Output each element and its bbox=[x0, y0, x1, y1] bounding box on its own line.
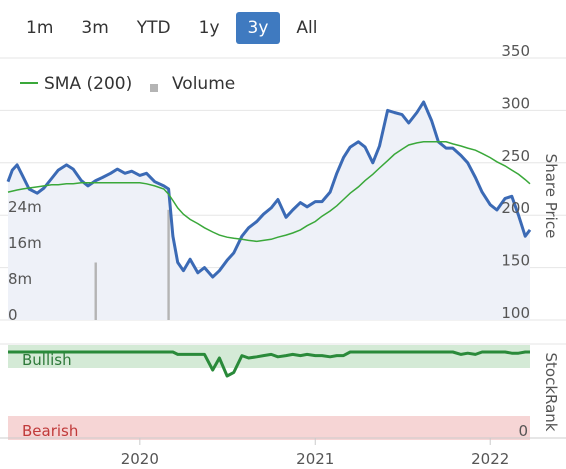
range-button-1y[interactable]: 1y bbox=[198, 18, 220, 38]
range-button-all[interactable]: All bbox=[296, 18, 318, 38]
volume-bars bbox=[94, 209, 170, 320]
bullish-label: Bullish bbox=[22, 351, 72, 369]
y-tick-label: 150 bbox=[501, 252, 530, 270]
y-axis-title: Share Price bbox=[542, 154, 560, 239]
volume-tick-label: 8m bbox=[8, 270, 32, 288]
y-tick-label: 200 bbox=[501, 199, 530, 217]
y-tick-label: 100 bbox=[501, 304, 530, 322]
volume-bar bbox=[167, 209, 170, 320]
volume-legend-swatch bbox=[150, 84, 158, 92]
volume-legend-label[interactable]: Volume bbox=[172, 74, 235, 94]
range-button-ytd[interactable]: YTD bbox=[136, 18, 171, 38]
y-tick-label: 300 bbox=[501, 94, 530, 112]
y-tick-label: 350 bbox=[501, 42, 530, 60]
bearish-label: Bearish bbox=[22, 422, 78, 440]
stockrank-zero-label: 0 bbox=[518, 422, 528, 440]
stockrank-axis-title: StockRank bbox=[542, 353, 560, 432]
stockrank-bands bbox=[8, 345, 530, 440]
range-selector: 1m 3m YTD 1y 3y All bbox=[14, 12, 334, 44]
sma-legend-label[interactable]: SMA (200) bbox=[44, 74, 132, 94]
x-tick-label: 2020 bbox=[121, 450, 159, 468]
range-button-1m[interactable]: 1m bbox=[26, 18, 54, 38]
bearish-band bbox=[8, 416, 530, 440]
range-button-3y[interactable]: 3y bbox=[235, 12, 281, 44]
volume-tick-label: 16m bbox=[8, 234, 42, 252]
x-tick-label: 2022 bbox=[471, 450, 509, 468]
axes: 100 150 200 250 300 350 0 8m 16m 24m Share Price St… bbox=[0, 42, 566, 468]
volume-tick-label: 24m bbox=[8, 198, 42, 216]
range-button-3m[interactable]: 3m bbox=[81, 18, 109, 38]
sma-200-line bbox=[7, 141, 531, 243]
legend: SMA (200) Volume bbox=[20, 74, 235, 94]
bullish-band bbox=[8, 345, 530, 368]
stockrank-line bbox=[8, 350, 530, 378]
volume-bar bbox=[94, 262, 97, 320]
series-lines bbox=[6, 100, 532, 378]
share-price-line bbox=[6, 100, 532, 279]
y-tick-label: 250 bbox=[501, 147, 530, 165]
volume-tick-label: 0 bbox=[8, 306, 18, 324]
x-tick-label: 2021 bbox=[296, 450, 334, 468]
